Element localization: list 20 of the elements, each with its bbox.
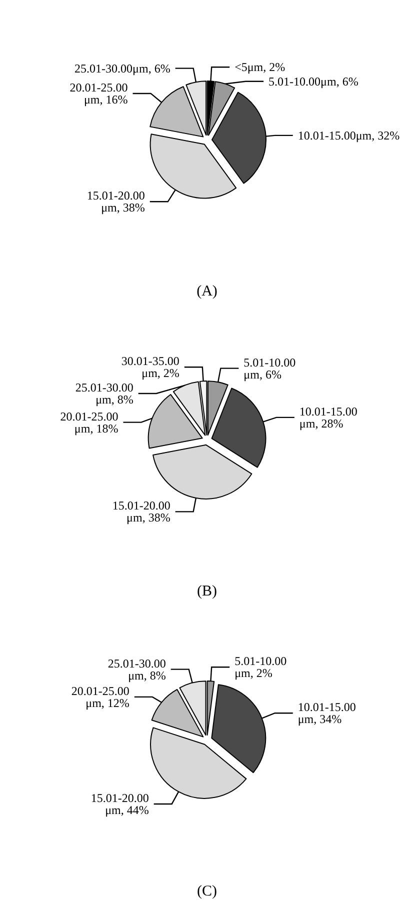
slice-label: 20.01-25.00 μm, 16% [70, 80, 128, 106]
slice-label: 15.01-20.00 μm, 38% [86, 188, 145, 215]
slice-label: 25.01-30.00 μm, 8% [108, 656, 166, 682]
slice-label: 10.01-15.00 μm, 28% [299, 404, 358, 430]
slice-label: 10.01-15.00μm, 32% [298, 128, 400, 142]
text: (C) [197, 884, 217, 900]
slice-label: 15.01-20.00 μm, 38% [112, 498, 170, 525]
slice-label: 10.01-15.00 μm, 34% [298, 700, 356, 726]
slice-label: 30.01-35.00 μm, 2% [121, 354, 180, 380]
slice-label: 5.01-10.00μm, 6% [268, 74, 358, 88]
text: (B) [197, 584, 217, 600]
slice-label: 20.01-25.00 μm, 12% [71, 684, 130, 710]
slice-label: 15.01-20.00 μm, 44% [90, 790, 149, 817]
slice-label: 20.01-25.00 μm, 18% [60, 409, 118, 436]
slice-label: 25.01-30.00μm, 6% [74, 61, 170, 76]
text: (A) [196, 284, 218, 300]
slice-label: 5.01-10.00 μm, 2% [234, 654, 287, 680]
slice-label: <5μm, 2% [234, 60, 286, 74]
slice-label: 25.01-30.00 μm, 8% [75, 380, 134, 406]
slice-label: 5.01-10.00 μm, 6% [244, 355, 296, 382]
